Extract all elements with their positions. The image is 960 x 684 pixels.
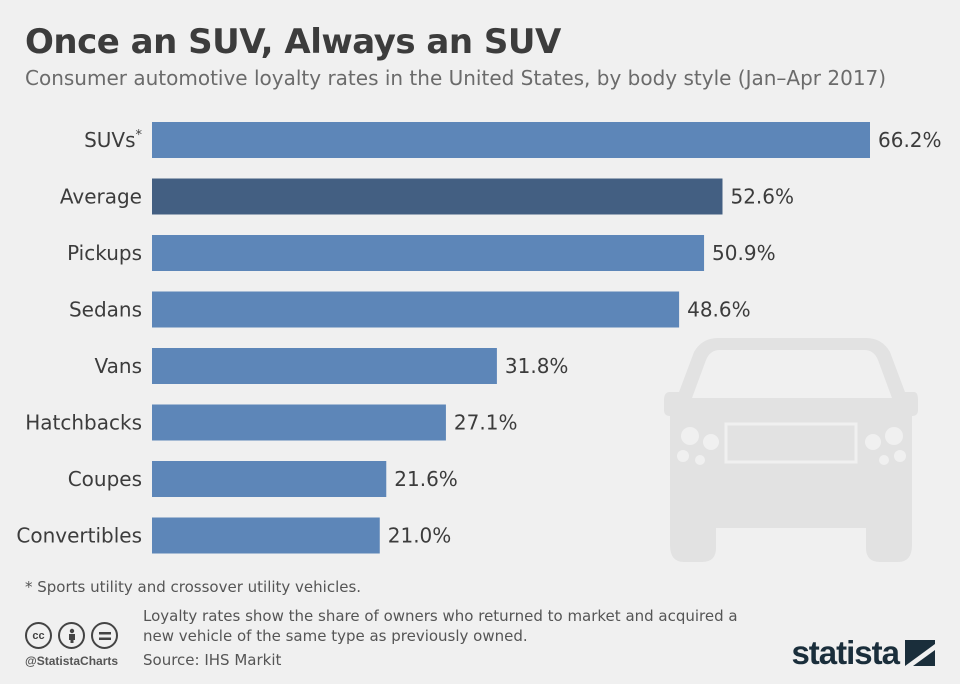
- bar-average: [152, 178, 723, 215]
- license-icons: cc: [25, 622, 118, 649]
- value-label: 21.0%: [388, 524, 452, 548]
- bar-coupes: [152, 461, 387, 497]
- methodology-note: Loyalty rates show the share of owners w…: [143, 607, 738, 645]
- category-label: Sedans: [69, 298, 142, 322]
- value-label: 66.2%: [878, 128, 942, 152]
- attribution-icon[interactable]: [58, 622, 85, 649]
- category-label: Vans: [95, 354, 142, 378]
- bar-hatchbacks: [152, 404, 446, 441]
- value-label: 48.6%: [687, 298, 751, 322]
- value-label: 31.8%: [505, 354, 569, 378]
- statista-flag-icon: [905, 640, 935, 666]
- value-label: 27.1%: [454, 411, 518, 435]
- no-derivatives-icon[interactable]: [91, 622, 118, 649]
- bars-group: SUVs* 66.2% Average 52.6% Pickups 50.9% Sedans…: [16, 122, 942, 554]
- creative-commons-icon[interactable]: cc: [25, 622, 52, 649]
- bar-vans: [152, 348, 497, 384]
- bar-pickups: [152, 235, 705, 271]
- category-label: Hatchbacks: [25, 411, 142, 435]
- category-label: Convertibles: [16, 524, 142, 548]
- brand-name: statista: [791, 634, 900, 671]
- bar-suvs: [152, 122, 870, 158]
- category-label: Average: [60, 185, 142, 209]
- twitter-handle[interactable]: @StatistaCharts: [25, 654, 119, 668]
- value-label: 50.9%: [712, 241, 776, 265]
- bar-convertibles: [152, 517, 380, 554]
- footnote: * Sports utility and crossover utility v…: [25, 578, 362, 596]
- category-label: Coupes: [68, 467, 142, 491]
- category-label: SUVs*: [84, 128, 142, 152]
- chart-title: Once an SUV, Always an SUV: [25, 22, 561, 62]
- statista-logo[interactable]: statista: [791, 634, 935, 672]
- source-text: Source: IHS Markit: [143, 651, 282, 669]
- value-label: 52.6%: [730, 185, 794, 209]
- car-illustration-icon: [664, 338, 918, 562]
- bar-sedans: [152, 291, 680, 328]
- category-label: Pickups: [67, 241, 142, 265]
- chart-subtitle: Consumer automotive loyalty rates in the…: [25, 66, 887, 90]
- value-label: 21.6%: [394, 467, 458, 491]
